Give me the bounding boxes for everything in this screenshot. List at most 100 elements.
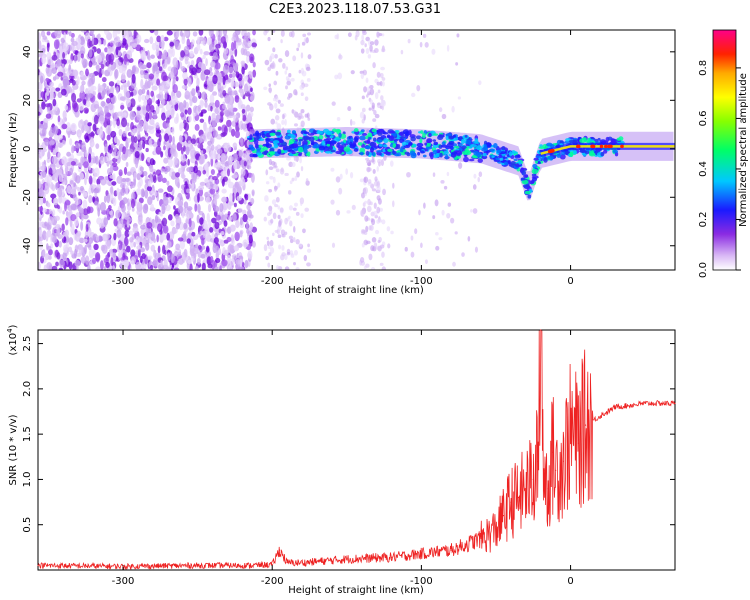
trace-speckle bbox=[404, 140, 412, 143]
heatmap-speckle bbox=[288, 235, 294, 240]
heatmap-speckle bbox=[186, 210, 192, 218]
colorbar-tick-label: 0.6 bbox=[698, 110, 709, 126]
trace-speckle bbox=[528, 180, 535, 185]
heatmap-speckle bbox=[183, 30, 190, 37]
trace-speckle bbox=[579, 138, 586, 144]
trace-speckle bbox=[522, 184, 528, 188]
heatmap-speckle bbox=[96, 54, 102, 64]
trace-speckle bbox=[504, 161, 509, 166]
heatmap-speckle bbox=[153, 249, 157, 259]
heatmap-speckle bbox=[286, 157, 291, 161]
heatmap-speckle bbox=[223, 249, 229, 256]
heatmap-speckle bbox=[88, 237, 94, 244]
trace-speckle bbox=[432, 149, 437, 155]
heatmap-speckle bbox=[289, 238, 294, 244]
heatmap-speckle bbox=[125, 245, 131, 253]
heatmap-speckle bbox=[51, 265, 58, 270]
snr-data-point bbox=[450, 549, 452, 551]
heatmap-speckle bbox=[183, 78, 188, 86]
heatmap-speckle bbox=[269, 175, 274, 180]
heatmap-speckle bbox=[235, 38, 242, 43]
heatmap-speckle bbox=[286, 80, 291, 86]
heatmap-speckle bbox=[201, 238, 205, 246]
heatmap-speckle bbox=[38, 261, 41, 270]
heatmap-speckle bbox=[207, 104, 211, 112]
heatmap-speckle bbox=[52, 109, 56, 115]
heatmap-speckle bbox=[213, 237, 219, 244]
heatmap-speckle bbox=[290, 77, 295, 82]
snr-data-point bbox=[480, 537, 482, 539]
heatmap-speckle bbox=[62, 251, 67, 260]
spectrogram-heatmap bbox=[38, 30, 675, 270]
trace-peak bbox=[620, 144, 624, 149]
heatmap-speckle bbox=[92, 175, 96, 184]
heatmap-speckle bbox=[274, 53, 278, 59]
trace-peak bbox=[548, 149, 552, 154]
heatmap-speckle bbox=[160, 259, 163, 268]
heatmap-speckle bbox=[285, 66, 289, 71]
heatmap-speckle bbox=[154, 215, 159, 224]
heatmap-speckle bbox=[364, 200, 368, 204]
heatmap-speckle bbox=[369, 88, 375, 96]
heatmap-speckle bbox=[142, 84, 146, 92]
heatmap-speckle bbox=[78, 161, 83, 168]
trace-speckle bbox=[428, 132, 432, 138]
heatmap-speckle bbox=[76, 98, 82, 103]
heatmap-speckle bbox=[207, 140, 213, 146]
heatmap-speckle bbox=[117, 178, 121, 184]
heatmap-speckle bbox=[88, 248, 94, 259]
heatmap-speckle bbox=[438, 107, 443, 113]
heatmap-speckle bbox=[70, 32, 75, 38]
heatmap-speckle bbox=[38, 53, 41, 58]
heatmap-speckle bbox=[86, 170, 89, 180]
trace-speckle bbox=[496, 149, 502, 154]
heatmap-speckle bbox=[307, 117, 311, 121]
trace-speckle bbox=[493, 142, 498, 149]
trace-speckle bbox=[612, 149, 619, 154]
heatmap-speckle bbox=[112, 30, 118, 39]
heatmap-speckle bbox=[139, 140, 143, 151]
snr-panel: -300 -200 -100 0 0.5 1.0 1.5 2.0 2.5 Height of … bbox=[6, 324, 676, 596]
heatmap-speckle bbox=[110, 58, 114, 65]
heatmap-speckle bbox=[299, 157, 302, 164]
heatmap-speckle bbox=[197, 61, 203, 68]
heatmap-speckle bbox=[374, 113, 380, 119]
heatmap-speckle bbox=[337, 72, 343, 80]
heatmap-speckle bbox=[177, 205, 184, 214]
heatmap-speckle bbox=[145, 242, 150, 251]
heatmap-speckle bbox=[215, 43, 221, 49]
heatmap-speckle bbox=[362, 69, 368, 76]
heatmap-speckle bbox=[216, 173, 220, 178]
heatmap-speckle bbox=[223, 220, 228, 227]
heatmap-speckle bbox=[270, 218, 274, 224]
heatmap-speckle bbox=[392, 200, 395, 208]
heatmap-speckle bbox=[168, 134, 173, 144]
heatmap-speckle bbox=[53, 125, 59, 135]
heatmap-speckle bbox=[57, 151, 61, 161]
heatmap-speckle bbox=[209, 93, 215, 104]
heatmap-speckle bbox=[292, 237, 296, 243]
heatmap-speckle bbox=[230, 234, 234, 243]
trace-speckle bbox=[520, 167, 528, 171]
trace-speckle bbox=[392, 143, 396, 149]
heatmap-speckle bbox=[300, 200, 303, 207]
snr-data-point bbox=[569, 433, 572, 435]
snr-data-point bbox=[537, 460, 539, 462]
heatmap-speckle bbox=[89, 72, 96, 78]
heatmap-speckle bbox=[250, 91, 255, 102]
heatmap-speckle bbox=[62, 75, 69, 86]
heatmap-speckle bbox=[86, 206, 91, 214]
heatmap-speckle bbox=[376, 165, 379, 172]
heatmap-speckle bbox=[185, 146, 190, 156]
heatmap-speckle bbox=[400, 49, 404, 55]
heatmap-speckle bbox=[376, 185, 381, 193]
snr-data-point bbox=[510, 501, 512, 503]
heatmap-speckle bbox=[166, 232, 170, 241]
heatmap-speckle bbox=[241, 78, 245, 87]
trace-speckle bbox=[464, 135, 468, 138]
trace-speckle bbox=[432, 139, 437, 142]
trace-speckle bbox=[603, 149, 608, 154]
trace-speckle bbox=[556, 153, 562, 158]
heatmap-speckle bbox=[198, 30, 204, 36]
heatmap-speckle bbox=[265, 255, 269, 261]
